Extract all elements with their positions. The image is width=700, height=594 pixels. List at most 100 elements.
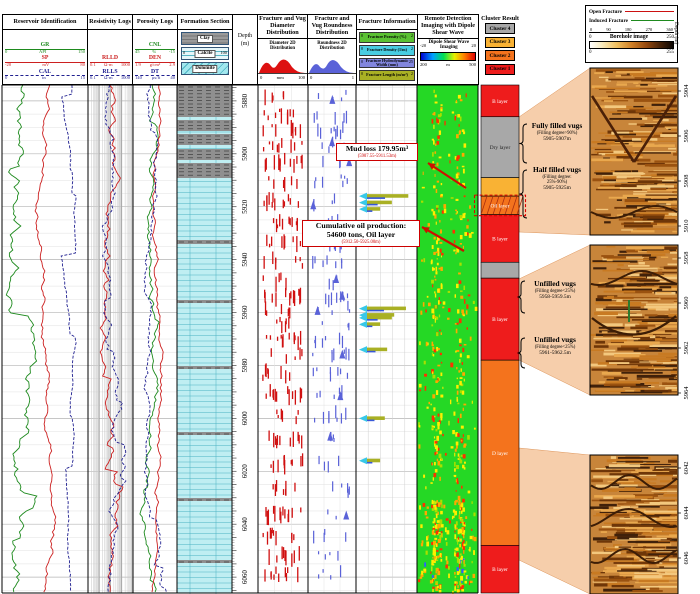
panel-depth-label: 5906 <box>683 129 690 143</box>
panel-depth-label: 5904 <box>683 84 690 98</box>
depth-tick-label: 5900 <box>241 146 249 161</box>
cluster-zone-label: B layer <box>492 99 508 105</box>
roundness-distribution-icon <box>308 59 356 74</box>
cluster-zone-label: D layer <box>492 451 508 457</box>
open-fracture-line <box>624 11 674 12</box>
unfilled-vugs-annotation-2: Unfilled vugs (Filling degree<25%) 5961-… <box>534 335 576 356</box>
scale-unit: mm <box>276 74 284 80</box>
cluster-legend-cluster-4: Cluster 4 <box>485 23 515 34</box>
lithology-legend-calcite: Calcite 0 100 <box>181 47 229 60</box>
image-scale2-right: 255 <box>666 50 675 55</box>
azimuth-scale: 0 90 180 270 360 <box>589 25 674 33</box>
cluster-zone-label: Dry layer <box>490 145 511 151</box>
imaging-legend-label: Dipole Shear Wave Imaging <box>428 39 470 51</box>
track-header-depth: Depth (m) <box>232 14 258 85</box>
unfilled-vugs-annotation-1: Unfilled vugs (Filling degree<25%) 5958-… <box>534 279 576 300</box>
fracture-info-legend: 0 Fracture Density (1/m) 2 <box>359 44 415 56</box>
lithology-column <box>177 85 232 594</box>
track-title: Reservoir Identification <box>3 15 87 30</box>
callout-arrows <box>421 162 467 252</box>
dipole-imaging-track <box>417 85 478 594</box>
oil-layer-dashed-box <box>473 194 527 217</box>
roundness-legend-label: Roundness 2D Distribution <box>317 40 347 51</box>
dipole-colorbar <box>420 51 476 61</box>
scale-left: 200 <box>420 61 427 67</box>
depth-tick-label: 5980 <box>241 358 249 373</box>
track-header-formation: Formation Section Clay Calcite 0 100 Dolomit… <box>177 14 233 85</box>
fracture-info-legend: 0 Fracture Porosity (%) 2 <box>359 32 415 43</box>
gridlines <box>2 85 417 593</box>
track-header-diameter: Fracture and Vug Diameter Distribution D… <box>257 14 308 85</box>
track-title: Porosity Logs <box>133 15 177 30</box>
track-header-fracture-info: Fracture Information 0 Fracture Porosity … <box>356 14 418 85</box>
azimuth-tick: 90 <box>606 27 611 32</box>
oil-production-callout: Cumulative oil production: 54600 tons, O… <box>302 220 420 248</box>
track-title: Cluster Result <box>481 15 519 22</box>
curve-legend-CAL: CAL 0 in 15 <box>5 68 85 81</box>
scale-right: 500 <box>469 61 476 67</box>
depth-tick-label: 6020 <box>241 464 249 479</box>
scale-left: 0 <box>310 74 313 80</box>
track-header-cluster: Cluster Result Cluster 4 Cluster 3 Cluster… <box>481 14 519 85</box>
depth-tick-label: 5960 <box>241 305 249 320</box>
log-curves <box>5 84 167 593</box>
curve-legend-CNL: CNL 45% -15 <box>135 41 175 54</box>
imaging-scale-left: -20 <box>420 42 427 48</box>
scale-unit: m <box>446 61 450 67</box>
panel-depth-label: 5910 <box>683 220 690 233</box>
depth-label: Depth <box>237 33 253 39</box>
right-depth-axis-label: Depth (m) <box>673 22 679 45</box>
azimuth-tick: 270 <box>645 27 653 32</box>
track-header-porosity: Porosity Logs CNL 45% -15 DEN 1.9 g/cm³ 2.9 DT 1… <box>132 14 178 85</box>
borehole-image-panel-2: 5958 5960 5962 5964 <box>589 244 690 400</box>
diameter-legend-label: Diameter 2D Distribution <box>269 40 296 51</box>
track-header-roundness: Fracture and Vug Roundness Distribution … <box>307 14 357 85</box>
panel-depth-label: 6042 <box>683 462 690 475</box>
lithology-legend-dolomite: Dolomite <box>181 62 229 75</box>
curve-legend-RLLD: RLLD 0.1 Ω·m 1000 <box>90 55 130 68</box>
diameter-distribution-track <box>262 89 304 583</box>
borehole-image-panel-3: 6042 6044 6046 <box>589 454 690 594</box>
half-filled-vugs-annotation: Half filled vugs (Filling degree: 25%-90… <box>532 165 582 192</box>
depth-unit: (m) <box>240 40 250 47</box>
image-scale-left: 0 <box>589 34 592 40</box>
curve-legend-SP: SP -20 mV 80 <box>5 55 85 68</box>
azimuth-tick: 360 <box>666 27 673 32</box>
cluster-zone-label: B layer <box>492 236 508 242</box>
track-header-reservoir: Reservoir Identification GR 0 API 150 SP -20 m… <box>2 14 88 85</box>
depth-tick-label: 6040 <box>241 517 249 532</box>
scale-right: 1 <box>351 74 354 80</box>
depth-tick-label: 5940 <box>241 252 249 267</box>
curve-legend-DEN: DEN 1.9 g/cm³ 2.9 <box>135 55 175 68</box>
curve-legend-RLLS: RLLS 0.1 Ω·m 1000 <box>90 68 130 81</box>
depth-tick-label: 6000 <box>241 411 249 426</box>
diameter-distribution-icon <box>258 59 307 74</box>
panel-depth-label: 5958 <box>683 252 690 265</box>
curve-legend-GR: GR 0 API 150 <box>5 41 85 54</box>
annotation-braces <box>517 123 528 369</box>
roundness-distribution-track <box>310 89 353 580</box>
cluster-zone-label: B layer <box>492 567 508 573</box>
track-title: Fracture and Vug Roundness Distribution <box>308 15 356 39</box>
track-title: Fracture Information <box>357 15 417 30</box>
fracture-information-track <box>359 192 409 465</box>
depth-tick-label: 5920 <box>241 199 249 214</box>
open-fracture-label: Open Fracture <box>589 8 622 15</box>
borehole-image-legend: Open Fracture Induced Fracture 0 90 180 270… <box>585 5 678 63</box>
borehole-image-panel-1: 5904 5906 5908 5910 <box>589 67 690 236</box>
panel-depth-label: 5962 <box>683 342 690 355</box>
borehole-image-label: Borehole image <box>609 34 649 40</box>
track-title: Formation Section <box>178 15 232 30</box>
scale-left: 0 <box>260 74 263 80</box>
depth-tick-label: 5880 <box>241 93 249 108</box>
mud-loss-callout: Mud loss 179.95m³ (5907.55-5911.53m) <box>336 143 418 162</box>
image-scale-right: 250 <box>666 34 675 40</box>
curve-legend-DT: DT 140 μs/ft 40 <box>135 68 175 81</box>
track-title: Fracture and Vug Diameter Distribution <box>258 15 307 39</box>
azimuth-tick: 0 <box>590 27 593 32</box>
panel-depth-label: 6046 <box>683 551 690 565</box>
scale-right: 100 <box>298 74 305 80</box>
depth-track: 5880 5900 5920 5940 5960 5980 6000 6020 6040 6060 <box>232 87 249 591</box>
